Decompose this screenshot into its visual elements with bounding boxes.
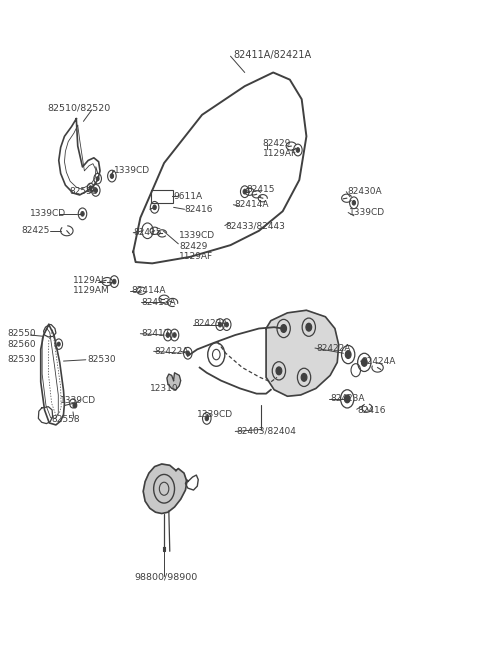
Text: 82423A: 82423A	[193, 319, 228, 328]
Text: 82430A: 82430A	[347, 187, 382, 196]
FancyBboxPatch shape	[151, 190, 173, 203]
Circle shape	[173, 332, 176, 337]
Circle shape	[205, 416, 208, 420]
Circle shape	[89, 186, 92, 190]
Text: 82510/82520: 82510/82520	[48, 104, 111, 113]
Text: 1339CD: 1339CD	[114, 166, 150, 175]
Text: 82423A: 82423A	[330, 394, 365, 403]
Text: 82414A: 82414A	[234, 200, 269, 209]
Circle shape	[96, 177, 99, 181]
Text: 82417: 82417	[141, 329, 170, 338]
Circle shape	[113, 279, 116, 284]
Text: 82403/82404: 82403/82404	[236, 427, 296, 436]
Circle shape	[225, 322, 228, 327]
Text: 1339CD: 1339CD	[197, 410, 233, 419]
Text: 82429: 82429	[179, 242, 208, 251]
Circle shape	[344, 395, 350, 403]
Text: 82422A: 82422A	[316, 344, 350, 353]
Text: 82558: 82558	[69, 187, 98, 196]
Text: 82530: 82530	[87, 355, 116, 364]
Circle shape	[361, 359, 367, 367]
Circle shape	[276, 367, 282, 374]
Text: 1129AM: 1129AM	[73, 286, 110, 295]
Circle shape	[73, 403, 77, 408]
Circle shape	[345, 351, 351, 359]
Text: 82560: 82560	[8, 340, 36, 349]
Circle shape	[94, 188, 97, 193]
Text: 1339CD: 1339CD	[30, 210, 66, 218]
Text: 1339CD: 1339CD	[349, 208, 385, 217]
Circle shape	[218, 322, 222, 327]
Text: 82415: 82415	[246, 185, 275, 194]
Text: 82416: 82416	[358, 406, 386, 415]
Circle shape	[166, 332, 169, 337]
Circle shape	[306, 323, 312, 331]
Text: 1129AF: 1129AF	[263, 149, 297, 158]
Text: 1129AL: 1129AL	[73, 276, 107, 284]
Circle shape	[281, 325, 287, 332]
Text: 82429: 82429	[263, 139, 291, 148]
Text: 12310: 12310	[150, 384, 179, 393]
Text: 82411A/82421A: 82411A/82421A	[233, 50, 311, 60]
Text: 82413A: 82413A	[142, 298, 177, 307]
Text: 82416: 82416	[184, 205, 213, 214]
Polygon shape	[167, 373, 180, 390]
Text: 82558: 82558	[52, 415, 80, 424]
Polygon shape	[143, 464, 187, 514]
Circle shape	[153, 205, 156, 210]
Text: 1129AF: 1129AF	[179, 252, 214, 261]
Text: 82415: 82415	[134, 228, 162, 237]
Text: 82530: 82530	[8, 355, 36, 364]
Circle shape	[352, 200, 356, 205]
Circle shape	[243, 189, 246, 194]
Text: 82550: 82550	[8, 329, 36, 338]
Text: 1339CD: 1339CD	[60, 396, 96, 405]
Text: 82433/82443: 82433/82443	[226, 221, 286, 230]
Text: 98800/98900: 98800/98900	[135, 573, 198, 582]
Polygon shape	[266, 310, 339, 396]
Circle shape	[186, 351, 190, 355]
Circle shape	[57, 342, 60, 346]
Text: 82414A: 82414A	[131, 286, 166, 295]
Circle shape	[301, 373, 307, 381]
Text: 82425: 82425	[22, 226, 50, 235]
Text: 9611A: 9611A	[174, 192, 203, 201]
Circle shape	[110, 173, 114, 179]
Circle shape	[296, 148, 300, 152]
Text: 1339CD: 1339CD	[179, 231, 216, 240]
Text: 82422A: 82422A	[155, 347, 189, 356]
Circle shape	[81, 212, 84, 216]
Text: 82424A: 82424A	[361, 357, 396, 365]
